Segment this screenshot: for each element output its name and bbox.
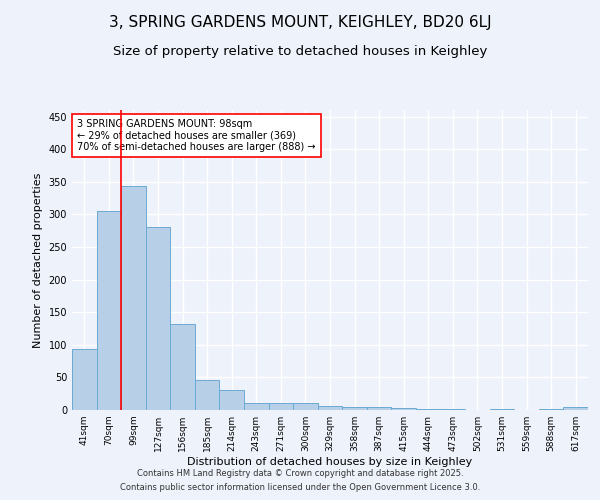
Text: Size of property relative to detached houses in Keighley: Size of property relative to detached ho… bbox=[113, 45, 487, 58]
Bar bbox=[170, 324, 195, 410]
Bar bbox=[293, 404, 318, 410]
Y-axis label: Number of detached properties: Number of detached properties bbox=[33, 172, 43, 348]
Bar bbox=[563, 406, 588, 410]
Bar bbox=[72, 350, 97, 410]
Bar bbox=[220, 390, 244, 410]
Bar bbox=[342, 408, 367, 410]
Bar bbox=[195, 380, 220, 410]
Bar bbox=[244, 404, 269, 410]
Text: 3 SPRING GARDENS MOUNT: 98sqm
← 29% of detached houses are smaller (369)
70% of : 3 SPRING GARDENS MOUNT: 98sqm ← 29% of d… bbox=[77, 119, 316, 152]
Text: Contains public sector information licensed under the Open Government Licence 3.: Contains public sector information licen… bbox=[120, 484, 480, 492]
Bar bbox=[318, 406, 342, 410]
Bar bbox=[121, 186, 146, 410]
Bar bbox=[97, 211, 121, 410]
Bar bbox=[269, 403, 293, 410]
Text: Contains HM Land Registry data © Crown copyright and database right 2025.: Contains HM Land Registry data © Crown c… bbox=[137, 468, 463, 477]
X-axis label: Distribution of detached houses by size in Keighley: Distribution of detached houses by size … bbox=[187, 457, 473, 467]
Text: 3, SPRING GARDENS MOUNT, KEIGHLEY, BD20 6LJ: 3, SPRING GARDENS MOUNT, KEIGHLEY, BD20 … bbox=[109, 15, 491, 30]
Bar bbox=[367, 408, 391, 410]
Bar bbox=[391, 408, 416, 410]
Bar bbox=[146, 228, 170, 410]
